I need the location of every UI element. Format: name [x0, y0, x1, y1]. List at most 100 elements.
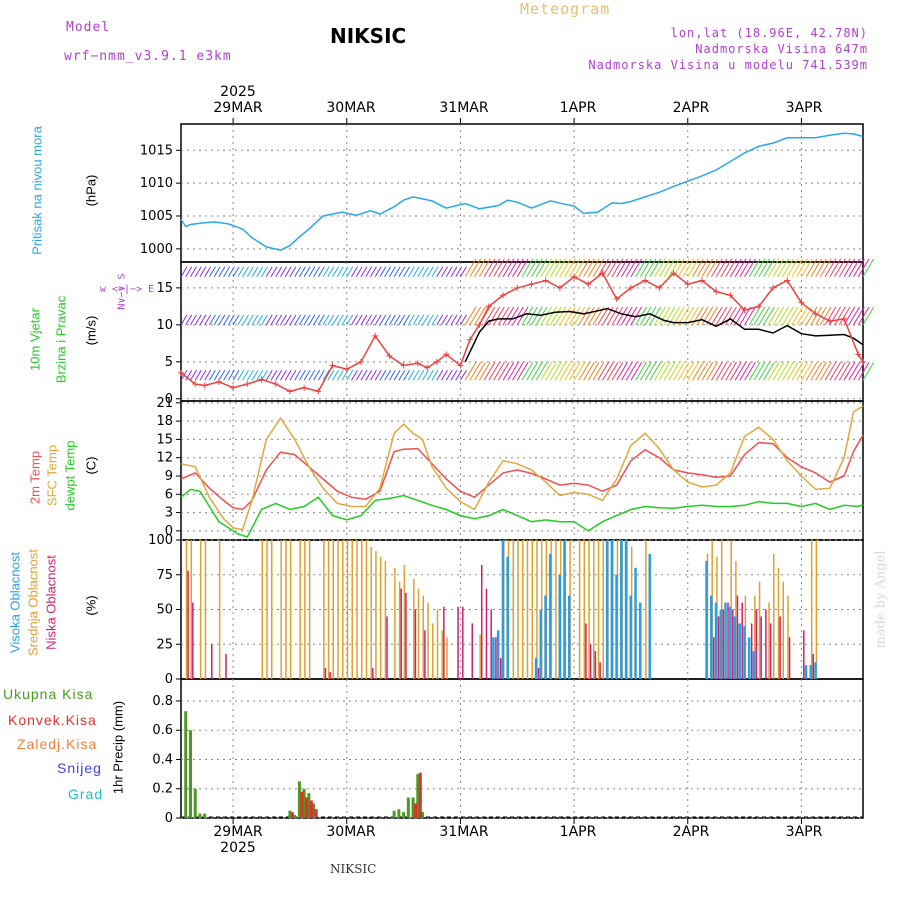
cloud-bar: [768, 602, 770, 679]
wind-barb: [208, 370, 216, 381]
wind-barb: [322, 266, 330, 278]
cloud-bar: [289, 540, 292, 679]
wind-gust-marker: [556, 284, 563, 291]
cloud-bar: [422, 595, 425, 679]
cloud-bar: [356, 540, 358, 679]
wind-barb: [540, 306, 553, 326]
wind-barb: [450, 266, 458, 278]
wind-series-line: [180, 271, 864, 393]
wind-barb: [422, 266, 429, 278]
wind-barb: [332, 314, 339, 326]
wind-barb: [611, 306, 624, 326]
wind-barb: [744, 306, 756, 326]
wind-barb: [336, 266, 344, 278]
wind-barb: [384, 266, 392, 278]
wind-barb: [370, 314, 377, 326]
wind-barb: [777, 362, 789, 381]
cloud-bar: [323, 540, 325, 679]
cloud-bar: [427, 602, 429, 679]
wind-barb: [332, 266, 339, 278]
wind-barb: [554, 258, 567, 278]
wind-barb: [493, 258, 505, 278]
cloud-bar: [741, 602, 743, 679]
wind-barb: [564, 306, 576, 326]
wind-barb: [460, 266, 467, 278]
wind-gust-marker: [755, 303, 762, 310]
wind-barb: [549, 362, 562, 381]
wind-barb: [706, 306, 718, 326]
wind-barb: [242, 266, 249, 278]
cloud-bar: [583, 540, 586, 679]
cloud-bar: [414, 609, 417, 679]
wind-barb: [190, 314, 197, 326]
cloud-bar: [261, 540, 264, 679]
wind-gust-marker: [656, 284, 663, 291]
wind-barb: [478, 258, 491, 278]
cloud-bar: [710, 595, 713, 679]
wind-barb: [303, 370, 311, 381]
cloud-bar: [769, 623, 772, 679]
wind-barb: [838, 306, 851, 326]
cloud-bar: [812, 653, 815, 679]
cloud-bar: [337, 540, 339, 679]
wind-barb: [336, 314, 344, 326]
wind-ytick-label: 5: [165, 355, 173, 370]
wind-barb: [317, 314, 325, 326]
wind-barb: [370, 266, 377, 278]
wind-barb: [242, 314, 249, 326]
wind-barb: [682, 362, 695, 381]
wind-barb: [729, 258, 742, 278]
wind-barb: [568, 306, 581, 326]
wind-barb: [308, 266, 316, 278]
wind-barb: [549, 258, 562, 278]
wind-barb: [270, 266, 278, 278]
wind-barb: [398, 370, 406, 381]
wind-barb: [374, 314, 382, 326]
cloud-bar: [593, 540, 595, 679]
cloud-bar: [384, 560, 387, 679]
wind-barb: [341, 314, 349, 326]
wind-barb: [460, 314, 467, 326]
product-title: Meteogram: [520, 0, 611, 18]
wind-barb: [720, 258, 733, 278]
cloud-bar: [190, 540, 192, 679]
wind-barb: [412, 314, 420, 326]
wind-barb: [819, 306, 832, 326]
cloud-bar: [578, 540, 581, 679]
temperature-series-line: [180, 434, 864, 511]
bottom-date-label: 29MAR: [213, 824, 263, 840]
wind-barb: [464, 306, 477, 326]
precipitation-ytick-label: 0.2: [152, 782, 173, 797]
wind-barb: [313, 370, 321, 381]
wind-barb: [483, 258, 496, 278]
wind-barb: [379, 314, 387, 326]
cloud-bar: [760, 616, 762, 679]
wind-barb: [426, 370, 434, 381]
wind-barb: [284, 370, 292, 381]
cloud-ytick-label: 75: [156, 568, 173, 583]
wind-barb: [677, 306, 690, 326]
wind-barb: [559, 258, 572, 278]
wind-gust-marker: [272, 380, 279, 387]
wind-barb: [450, 314, 458, 326]
wind-barb: [308, 370, 316, 381]
wind-gust-marker: [613, 295, 620, 302]
wind-barb: [668, 362, 681, 381]
wind-barb: [540, 362, 553, 381]
wind-barb: [763, 362, 775, 381]
wind-barb: [280, 314, 287, 326]
wind-barb: [668, 258, 681, 278]
wind-barb: [673, 362, 685, 381]
wind-barb: [289, 370, 297, 381]
cloud-bar: [539, 609, 543, 679]
cloud-bar: [457, 606, 459, 679]
cloud-bar: [506, 556, 509, 679]
wind-barb: [753, 306, 766, 326]
wind-barb: [687, 362, 699, 381]
cloud-bar: [386, 616, 388, 679]
wind-barb: [658, 306, 671, 326]
cloud-bar: [446, 637, 448, 679]
cloud-bar: [443, 606, 445, 679]
wind-barb: [853, 306, 865, 326]
wind-barb: [507, 306, 520, 326]
